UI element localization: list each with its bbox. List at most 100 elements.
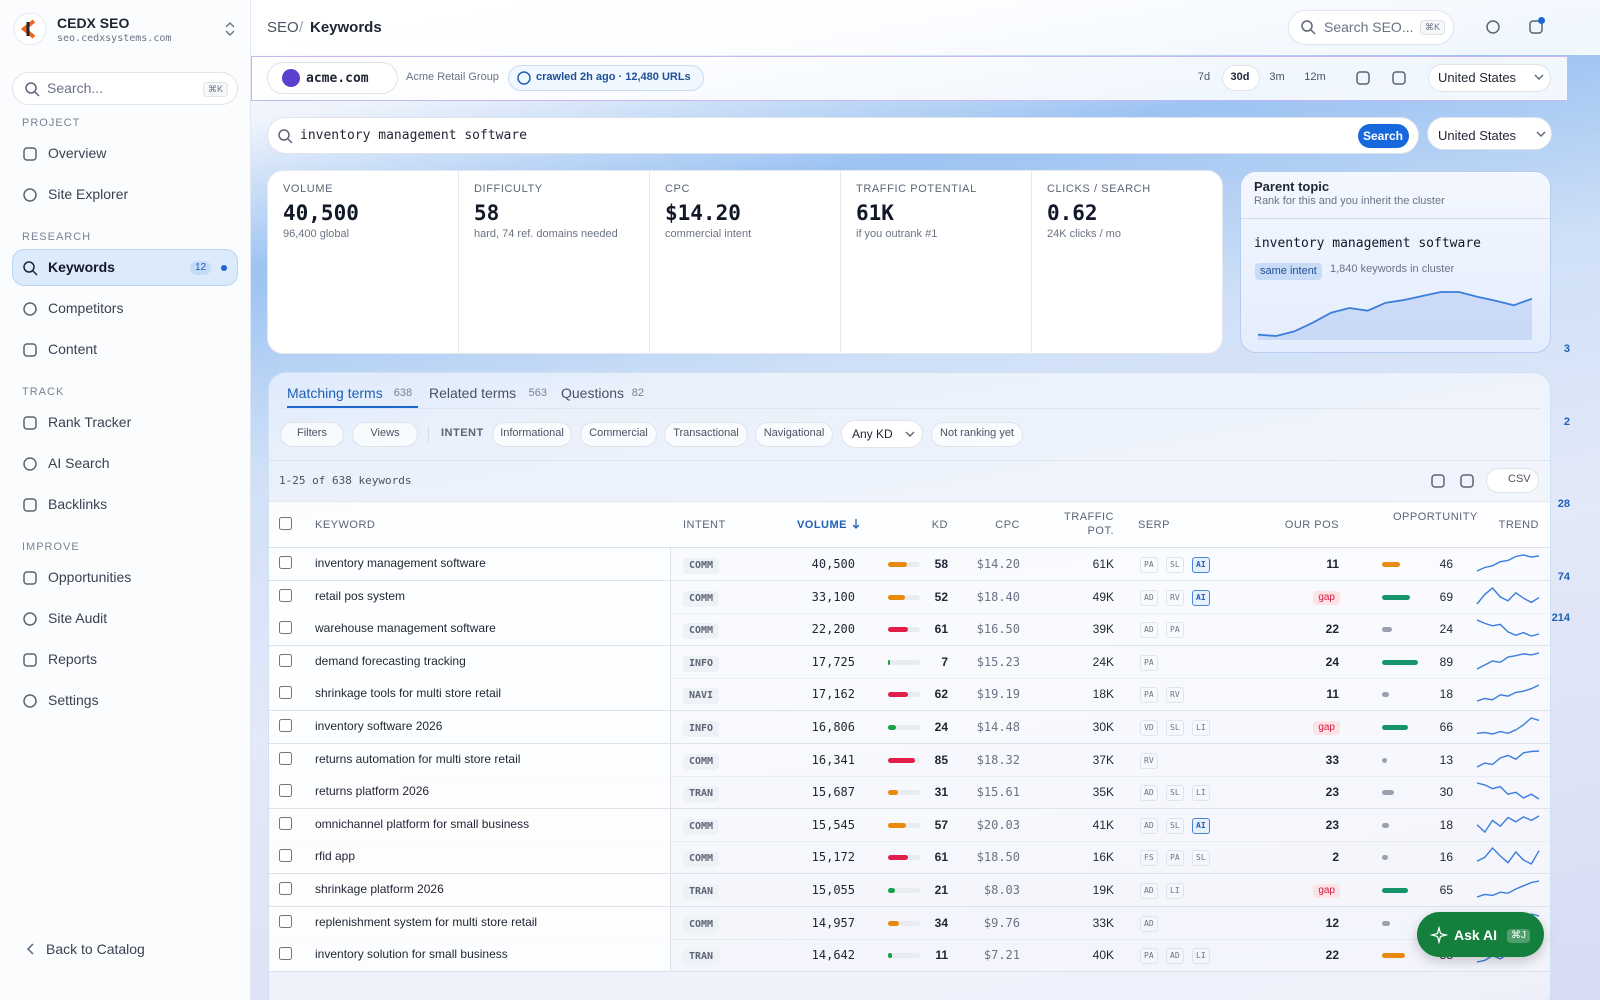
views-button[interactable] <box>352 422 418 447</box>
nav-item[interactable]: Content <box>48 341 98 357</box>
nav-badge: 214 <box>1551 612 1570 624</box>
keyword-cell <box>269 613 671 646</box>
volume: 14,957 <box>811 915 855 930</box>
nav-item[interactable]: AI Search <box>48 455 110 471</box>
serp-feature: LI <box>1192 785 1210 802</box>
intent-badge: COMM <box>683 851 720 868</box>
keyword[interactable]: shrinkage platform 2026 <box>315 882 444 896</box>
row-checkbox[interactable] <box>279 849 292 863</box>
intent-chip[interactable] <box>492 422 572 447</box>
column-header[interactable]: TRAFFIC POT. <box>1064 511 1114 538</box>
sidebar-search[interactable] <box>12 72 238 105</box>
column-header[interactable]: KD <box>931 519 948 531</box>
column-header[interactable]: CPC <box>995 519 1020 531</box>
intent-chip[interactable] <box>580 422 657 447</box>
keyword-input[interactable] <box>267 117 1419 154</box>
range-option[interactable]: 30d <box>1230 71 1250 83</box>
nav-item[interactable]: Site Audit <box>48 610 108 626</box>
column-header[interactable]: OPPORTUNITY <box>1393 511 1478 523</box>
metric-value: 58 <box>474 201 500 225</box>
keyword[interactable]: warehouse management software <box>315 621 496 636</box>
column-header[interactable]: OUR POS <box>1284 519 1339 531</box>
our-position: 22 <box>1325 622 1339 637</box>
row-checkbox[interactable] <box>279 686 292 700</box>
chevron <box>1536 131 1546 137</box>
views-button-label: Views <box>370 427 400 439</box>
csv-button[interactable] <box>1486 468 1539 493</box>
range-option[interactable]: 12m <box>1304 71 1326 83</box>
column-header[interactable]: VOLUME <box>796 519 847 531</box>
keyword[interactable]: retail pos system <box>315 588 406 603</box>
range-option[interactable]: 3m <box>1269 71 1285 83</box>
row-checkbox[interactable] <box>279 621 292 635</box>
keyword[interactable]: inventory software 2026 <box>315 719 443 733</box>
back-link[interactable]: Back to Catalog <box>46 941 145 957</box>
keyword[interactable]: omnichannel platform for small business <box>315 816 530 831</box>
row-checkbox[interactable] <box>279 719 292 732</box>
nav-item[interactable]: Backlinks <box>48 496 108 512</box>
nav-item[interactable]: Competitors <box>48 300 124 316</box>
nav-item[interactable]: Opportunities <box>48 569 132 585</box>
row-checkbox[interactable] <box>279 914 292 928</box>
metric-divider <box>1031 171 1032 353</box>
serp-feature: SL <box>1166 785 1184 802</box>
row-checkbox[interactable] <box>279 588 292 602</box>
column-header[interactable]: KEYWORD <box>315 519 376 531</box>
nav-item[interactable]: Reports <box>48 651 98 667</box>
nav-item[interactable]: Settings <box>48 692 99 708</box>
metric-divider <box>458 171 459 353</box>
nav-item[interactable]: Keywords <box>48 259 115 275</box>
not-ranking-chip[interactable] <box>931 422 1023 447</box>
row-checkbox[interactable] <box>279 556 292 569</box>
metrics-card <box>267 170 1223 354</box>
row-checkbox[interactable] <box>279 816 292 830</box>
search-button[interactable] <box>1358 124 1409 148</box>
tab[interactable]: Questions <box>561 385 625 401</box>
nav-item[interactable]: Site Explorer <box>48 186 129 202</box>
opportunity-bar <box>1382 920 1390 926</box>
icon <box>517 71 531 85</box>
logo-mark <box>20 19 36 39</box>
row-checkbox[interactable] <box>279 784 292 798</box>
intent-chip[interactable] <box>755 422 833 447</box>
keyword-cell <box>269 548 671 580</box>
kd-select[interactable] <box>841 420 923 448</box>
intent-chip[interactable] <box>664 422 748 447</box>
country-select[interactable] <box>1428 64 1551 92</box>
keyword[interactable]: inventory management software <box>315 556 486 570</box>
nav-item[interactable]: Overview <box>48 145 107 161</box>
icon-shape <box>26 943 34 955</box>
keyword[interactable]: inventory solution for small business <box>315 947 508 962</box>
select-all[interactable] <box>279 517 292 530</box>
keyword[interactable]: shrinkage tools for multi store retail <box>315 686 502 701</box>
column-header[interactable]: TREND <box>1498 519 1539 531</box>
logo <box>13 12 47 46</box>
tab[interactable]: Related terms <box>429 385 517 401</box>
metric-sub: 24K clicks / mo <box>1047 228 1121 240</box>
traffic-potential: 40K <box>1092 948 1114 963</box>
row-checkbox[interactable] <box>279 882 292 895</box>
row-checkbox[interactable] <box>279 653 292 667</box>
column-header[interactable]: INTENT <box>683 519 726 531</box>
keyword[interactable]: returns platform 2026 <box>315 784 430 799</box>
country-select[interactable] <box>1427 117 1552 150</box>
nav-item[interactable]: Rank Tracker <box>48 414 132 430</box>
filters-button[interactable] <box>280 422 344 447</box>
row-checkbox[interactable] <box>279 751 292 765</box>
kd-bar <box>888 627 908 633</box>
range-option[interactable]: 7d <box>1197 71 1211 83</box>
serp-feature: AD <box>1140 622 1158 639</box>
breadcrumb-sep: / <box>299 19 304 36</box>
icon-shape <box>1536 131 1546 137</box>
icon-shape <box>23 498 37 512</box>
column-header[interactable]: SERP <box>1138 519 1170 531</box>
tab-underline <box>287 406 418 408</box>
tab[interactable]: Matching terms <box>287 385 383 401</box>
row-checkbox[interactable] <box>279 947 292 961</box>
keyword[interactable]: demand forecasting tracking <box>315 653 466 668</box>
ask-ai-button[interactable] <box>1417 912 1544 957</box>
keyword[interactable]: returns automation for multi store retai… <box>315 751 521 766</box>
keyword[interactable]: replenishment system for multi store ret… <box>315 914 538 929</box>
keyword[interactable]: rfid app <box>315 849 356 864</box>
breadcrumb[interactable]: SEO <box>267 19 299 36</box>
